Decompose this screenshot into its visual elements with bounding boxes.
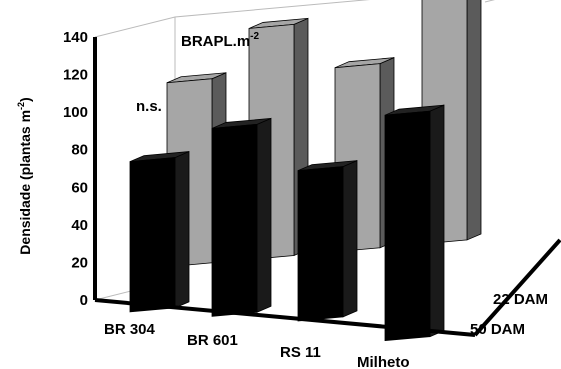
bar-50dam-3	[297, 159, 358, 322]
x-tick-label-rs11: RS 11	[280, 344, 321, 361]
bar-50dam-1-front	[129, 157, 176, 313]
annotation-exponent: -2	[250, 31, 259, 42]
y-tick-label: 0	[80, 292, 88, 309]
bar-50dam-4-side	[429, 104, 445, 338]
bar-50dam-2-side	[256, 117, 272, 313]
chart-axes	[93, 37, 561, 337]
y-axis-label-close: )	[17, 97, 33, 102]
y-tick-labels: 0 20 40 60 80 100 120 140	[63, 29, 88, 309]
y-tick-label: 140	[63, 29, 88, 46]
depth-label-22dam: 22 DAM	[493, 291, 548, 308]
depth-axis-line	[473, 238, 561, 337]
x-tick-label-br304: BR 304	[104, 321, 156, 338]
bar-50dam-4-front	[384, 110, 431, 342]
bar-50dam-3-front	[297, 166, 344, 322]
depth-label-50dam: 50 DAM	[470, 321, 525, 338]
bar-22dam-4-side	[466, 0, 482, 241]
bar-50dam-2-front	[211, 123, 258, 317]
bar-series-group	[129, 0, 482, 342]
chart-annotation: BRAPL.m-2	[181, 31, 260, 50]
bar-50dam-1	[129, 150, 190, 313]
bar-50dam-3-side	[342, 159, 358, 318]
y-tick-label: 20	[71, 254, 88, 271]
y-tick-label: 80	[71, 142, 88, 159]
bar-50dam-2	[211, 117, 272, 317]
bar-22dam-4	[421, 0, 482, 245]
bar-50dam-4	[384, 104, 445, 342]
y-tick-label: 100	[63, 104, 88, 121]
x-axis-line	[94, 298, 476, 337]
top-edges-outline	[94, 0, 496, 38]
ns-annotation: n.s.	[136, 98, 162, 115]
y-axis-label: Densidade (plantas m-2)	[16, 97, 33, 254]
bar-50dam-1-side	[174, 150, 190, 309]
y-axis-label-exponent: -2	[16, 102, 26, 110]
y-tick-label: 120	[63, 67, 88, 84]
x-tick-label-milheto: Milheto	[357, 354, 410, 369]
x-tick-label-br601: BR 601	[187, 332, 238, 349]
y-tick-label: 60	[71, 179, 88, 196]
y-tick-label: 40	[71, 217, 88, 234]
